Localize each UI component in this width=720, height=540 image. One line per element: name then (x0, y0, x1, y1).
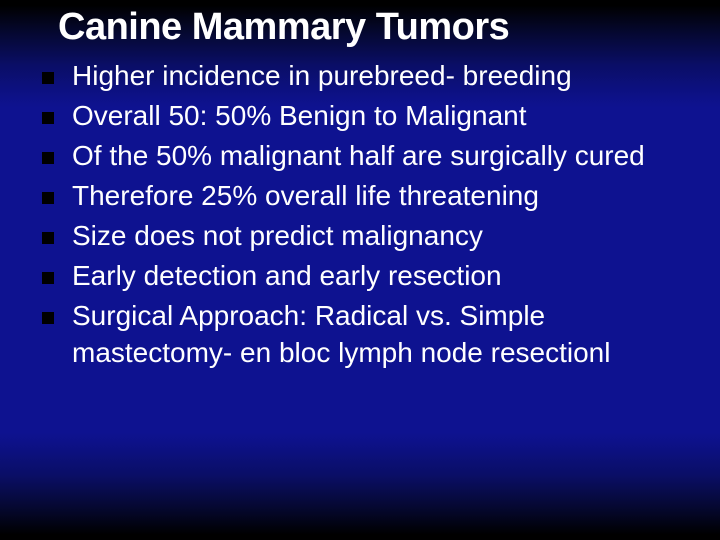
list-item-text: Overall 50: 50% Benign to Malignant (72, 98, 690, 135)
list-item: Therefore 25% overall life threatening (42, 178, 690, 215)
slide-title: Canine Mammary Tumors (58, 6, 509, 49)
bullet-list: Higher incidence in purebreed- breedingO… (42, 58, 690, 375)
square-bullet-icon (42, 272, 54, 284)
list-item-text: Surgical Approach: Radical vs. Simple ma… (72, 298, 690, 372)
list-item-text: Higher incidence in purebreed- breeding (72, 58, 690, 95)
list-item: Early detection and early resection (42, 258, 690, 295)
list-item-text: Therefore 25% overall life threatening (72, 178, 690, 215)
list-item-text: Early detection and early resection (72, 258, 690, 295)
list-item: Surgical Approach: Radical vs. Simple ma… (42, 298, 690, 372)
list-item: Higher incidence in purebreed- breeding (42, 58, 690, 95)
square-bullet-icon (42, 112, 54, 124)
square-bullet-icon (42, 232, 54, 244)
list-item-text: Of the 50% malignant half are surgically… (72, 138, 690, 175)
list-item: Size does not predict malignancy (42, 218, 690, 255)
list-item: Overall 50: 50% Benign to Malignant (42, 98, 690, 135)
list-item-text: Size does not predict malignancy (72, 218, 690, 255)
list-item: Of the 50% malignant half are surgically… (42, 138, 690, 175)
square-bullet-icon (42, 312, 54, 324)
square-bullet-icon (42, 72, 54, 84)
square-bullet-icon (42, 152, 54, 164)
slide: Canine Mammary Tumors Higher incidence i… (0, 0, 720, 540)
square-bullet-icon (42, 192, 54, 204)
